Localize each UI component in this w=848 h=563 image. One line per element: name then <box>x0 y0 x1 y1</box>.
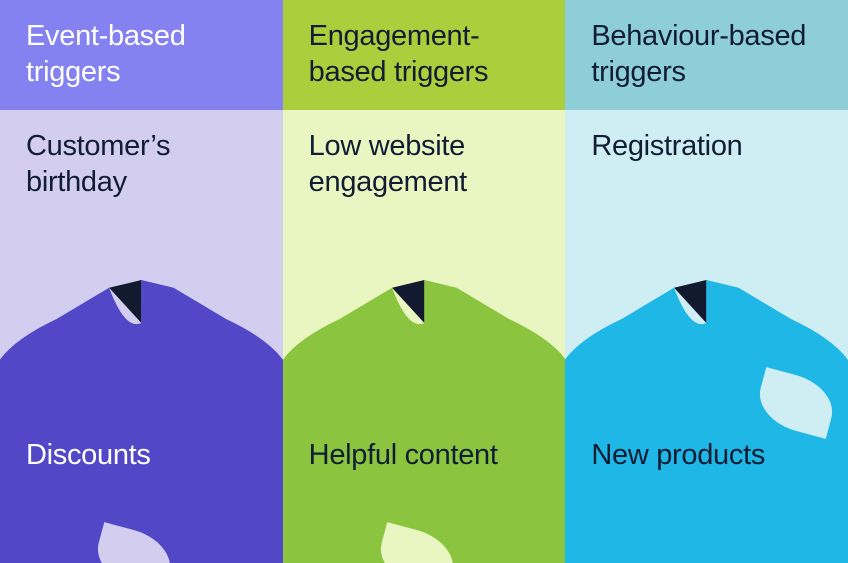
behaviour-header-label: Behaviour-based triggers <box>591 18 822 91</box>
behaviour-mid: Registration <box>565 110 848 280</box>
behaviour-mid-label: Registration <box>591 128 742 164</box>
engagement-mid-label: Low website engagement <box>309 128 540 201</box>
event-mid-label: Customer’s birthday <box>26 128 257 201</box>
behaviour-foot: New products <box>565 280 848 563</box>
event-mid: Customer’s birthday <box>0 110 283 280</box>
behaviour-foot-label: New products <box>591 437 765 473</box>
shirt-icon <box>0 280 283 563</box>
engagement-header: Engagement-based triggers <box>283 0 566 110</box>
col-behaviour: Behaviour-based triggers Registration Ne… <box>565 0 848 563</box>
engagement-header-label: Engagement-based triggers <box>309 18 540 91</box>
engagement-foot: Helpful content <box>283 280 566 563</box>
col-event: Event-based triggers Customer’s birthday… <box>0 0 283 563</box>
event-foot: Discounts <box>0 280 283 563</box>
trigger-infographic: Event-based triggers Customer’s birthday… <box>0 0 848 563</box>
behaviour-header: Behaviour-based triggers <box>565 0 848 110</box>
event-header-label: Event-based triggers <box>26 18 257 91</box>
col-engagement: Engagement-based triggers Low website en… <box>283 0 566 563</box>
shirt-icon <box>283 280 566 563</box>
engagement-foot-label: Helpful content <box>309 437 498 473</box>
event-foot-label: Discounts <box>26 437 151 473</box>
event-header: Event-based triggers <box>0 0 283 110</box>
engagement-mid: Low website engagement <box>283 110 566 280</box>
